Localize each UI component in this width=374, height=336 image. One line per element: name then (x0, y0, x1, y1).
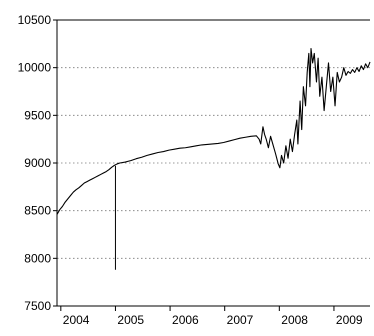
x-tick-label: 2005 (117, 313, 144, 327)
y-tick-label: 7500 (24, 299, 51, 313)
series-layer (56, 48, 371, 270)
axes (53, 19, 370, 311)
grid-lines (57, 67, 370, 259)
y-tick-label: 8500 (24, 204, 51, 218)
x-tick-label: 2009 (336, 313, 363, 327)
y-tick-label: 8000 (24, 251, 51, 265)
x-tick-label: 2007 (227, 313, 254, 327)
y-tick-label: 9500 (24, 108, 51, 122)
y-tick-label: 9000 (24, 156, 51, 170)
y-tick-label: 10000 (18, 61, 52, 75)
series-line-0 (56, 48, 371, 215)
x-tick-label: 2004 (63, 313, 90, 327)
y-tick-label: 10500 (18, 13, 52, 27)
x-tick-label: 2008 (281, 313, 308, 327)
tick-labels: 7500 8000 8500 9000 9500 10000 10500 2004 2005 20… (18, 13, 363, 327)
x-tick-label: 2006 (172, 313, 199, 327)
